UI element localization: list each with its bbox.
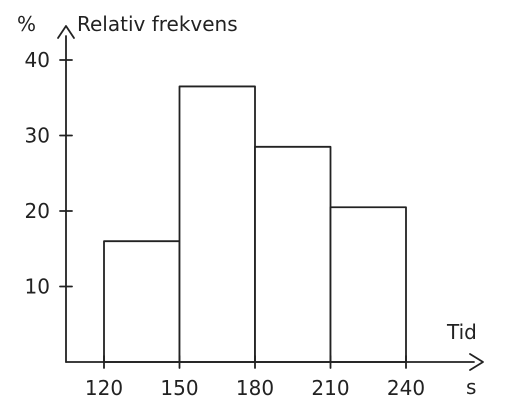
y-tick-label-20: 20	[25, 199, 50, 223]
y-axis-label: Relativ frekvens	[77, 12, 238, 36]
bars-group	[103, 85, 407, 363]
x-tick-label-210: 210	[311, 376, 349, 400]
y-axis-unit: %	[17, 12, 36, 36]
bar-210-240	[329, 206, 407, 363]
x-tick-label-120: 120	[85, 376, 123, 400]
bar-180-210	[254, 145, 332, 363]
y-tick-label-30: 30	[25, 124, 50, 148]
bar-150-180	[178, 85, 256, 363]
x-axis-unit: s	[466, 375, 476, 399]
x-axis-arrow-icon	[469, 353, 484, 371]
x-tick-label-150: 150	[160, 376, 198, 400]
bar-120-150	[103, 240, 181, 363]
x-ticks-group: 120 150 180 210 240	[85, 355, 425, 400]
x-tick-label-180: 180	[236, 376, 274, 400]
x-axis-label: Tid	[446, 320, 477, 344]
y-ticks-group: 10 20 30 40	[25, 48, 73, 299]
y-axis-arrow-icon	[57, 25, 75, 39]
x-tick-label-240: 240	[387, 376, 425, 400]
y-tick-label-40: 40	[25, 48, 50, 72]
y-tick-label-10: 10	[25, 275, 50, 299]
